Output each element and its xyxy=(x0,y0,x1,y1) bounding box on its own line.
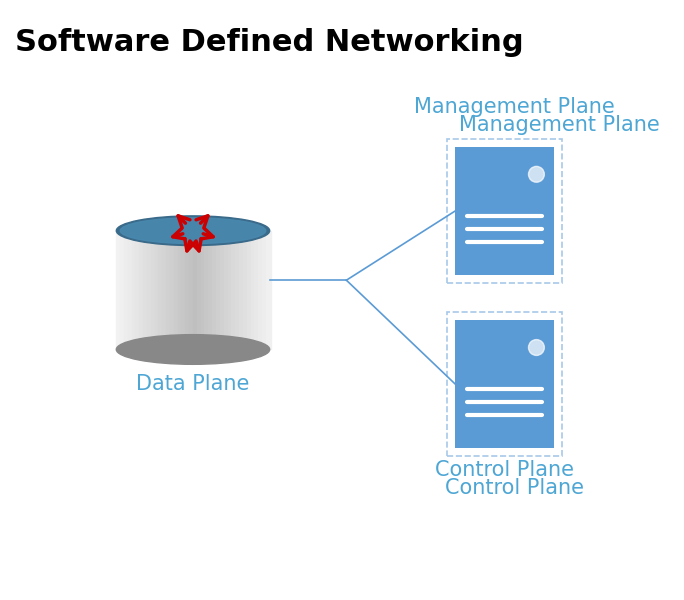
Bar xyxy=(247,231,252,349)
Bar xyxy=(224,231,228,349)
Bar xyxy=(128,231,133,349)
Text: Management Plane: Management Plane xyxy=(459,115,659,135)
Bar xyxy=(228,231,233,349)
Text: Management Plane: Management Plane xyxy=(415,97,615,117)
Bar xyxy=(181,231,186,349)
Bar xyxy=(205,231,209,349)
Bar xyxy=(239,231,244,349)
Bar xyxy=(254,231,259,349)
FancyBboxPatch shape xyxy=(456,146,554,275)
Bar xyxy=(212,231,217,349)
Bar xyxy=(162,231,167,349)
Bar xyxy=(166,231,171,349)
Bar xyxy=(120,231,125,349)
Bar xyxy=(216,231,221,349)
Bar xyxy=(135,231,140,349)
Bar xyxy=(124,231,129,349)
Bar xyxy=(178,231,183,349)
Ellipse shape xyxy=(116,335,269,364)
Text: Data Plane: Data Plane xyxy=(136,374,250,394)
Bar xyxy=(209,231,213,349)
Bar xyxy=(147,231,152,349)
Bar xyxy=(231,231,236,349)
Text: Software Defined Networking: Software Defined Networking xyxy=(15,28,523,57)
Bar xyxy=(200,231,205,349)
Bar xyxy=(258,231,263,349)
Ellipse shape xyxy=(120,218,266,244)
Bar xyxy=(266,231,271,349)
Bar xyxy=(220,231,224,349)
Text: Control Plane: Control Plane xyxy=(445,478,584,498)
Bar xyxy=(174,231,179,349)
Bar xyxy=(262,231,267,349)
Bar xyxy=(116,231,121,349)
Bar xyxy=(197,231,202,349)
Bar xyxy=(193,231,198,349)
Ellipse shape xyxy=(116,216,269,245)
FancyBboxPatch shape xyxy=(456,320,554,448)
Bar xyxy=(189,231,194,349)
Bar xyxy=(185,231,190,349)
Circle shape xyxy=(529,340,544,355)
Circle shape xyxy=(529,166,544,182)
Bar xyxy=(170,231,175,349)
Bar xyxy=(150,231,156,349)
Bar xyxy=(250,231,255,349)
Bar xyxy=(243,231,248,349)
Bar xyxy=(140,231,144,349)
Bar xyxy=(155,231,159,349)
Bar xyxy=(143,231,148,349)
Bar xyxy=(159,231,163,349)
Text: Control Plane: Control Plane xyxy=(435,460,575,480)
Bar xyxy=(235,231,240,349)
Bar xyxy=(131,231,136,349)
